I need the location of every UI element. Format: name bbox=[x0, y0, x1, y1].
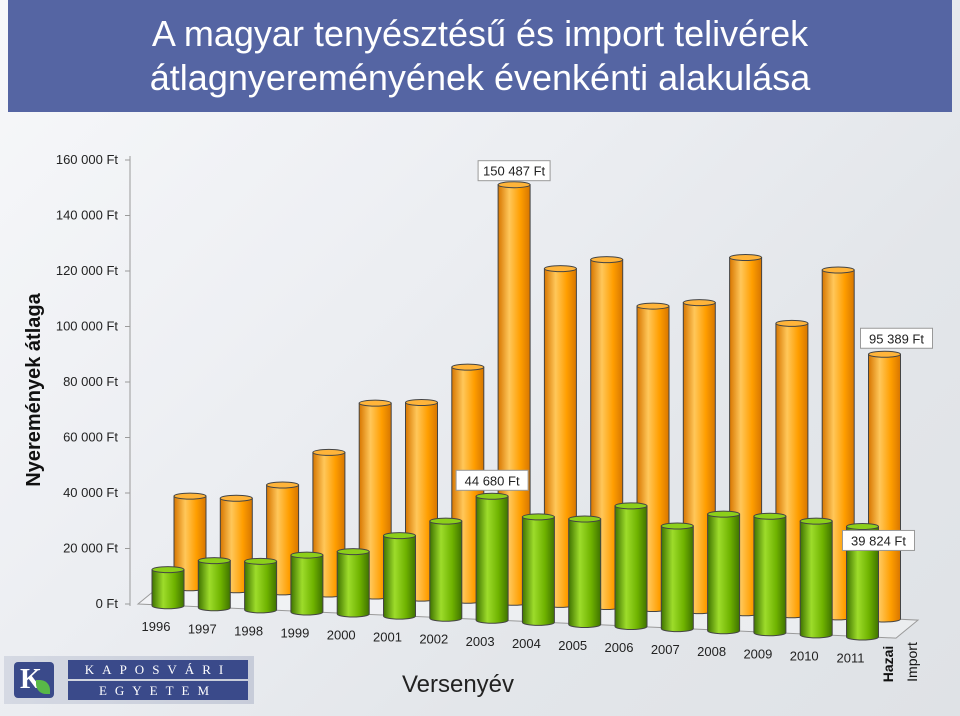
bars-layer bbox=[151, 181, 901, 641]
title-bar: A magyar tenyésztésű és import telivérek… bbox=[8, 0, 952, 112]
y-axis-title: Nyeremények átlaga bbox=[23, 292, 45, 486]
x-tick-label: 2004 bbox=[512, 636, 541, 651]
x-tick-label: 1999 bbox=[280, 625, 309, 640]
x-tick-label: 2001 bbox=[373, 630, 402, 645]
x-tick-label: 2005 bbox=[558, 638, 587, 653]
x-tick-label: 2006 bbox=[605, 640, 634, 655]
hazai-bar-2005 bbox=[568, 515, 602, 628]
data-label-hazai-2003: 44 680 Ft bbox=[455, 469, 529, 491]
y-tick-label: 40 000 Ft bbox=[63, 485, 118, 500]
x-tick-label: 2000 bbox=[327, 628, 356, 643]
data-label-hazai-2011: 39 824 Ft bbox=[842, 529, 915, 551]
hazai-bar-2001 bbox=[383, 532, 416, 620]
hazai-bar-2006 bbox=[614, 502, 648, 631]
chart-title-line-2: átlagnyereményének évenkénti alakulása bbox=[149, 57, 811, 98]
y-tick-label: 0 Ft bbox=[96, 596, 119, 611]
x-tick-label: 1996 bbox=[142, 619, 171, 634]
university-logo: K KAPOSVÁRI EGYETEM bbox=[4, 656, 254, 704]
hazai-bar-1997 bbox=[197, 557, 231, 612]
svg-text:44 680 Ft: 44 680 Ft bbox=[465, 473, 520, 488]
hazai-bar-2011 bbox=[846, 522, 879, 641]
logo-text-line-2: EGYETEM bbox=[68, 681, 248, 700]
hazai-bar-2004 bbox=[521, 513, 555, 626]
hazai-bar-2009 bbox=[753, 512, 787, 637]
x-tick-label: 2010 bbox=[790, 648, 819, 663]
x-tick-label: 2011 bbox=[837, 650, 865, 665]
y-tick-label: 160 000 Ft bbox=[56, 152, 119, 167]
y-tick-label: 20 000 Ft bbox=[63, 541, 118, 556]
svg-text:150 487 Ft: 150 487 Ft bbox=[483, 164, 546, 179]
x-tick-label: 2002 bbox=[419, 632, 448, 647]
hazai-bar-2000 bbox=[336, 548, 370, 618]
svg-text:95 389 Ft: 95 389 Ft bbox=[869, 331, 924, 346]
y-tick-label: 60 000 Ft bbox=[63, 430, 118, 445]
hazai-bar-1999 bbox=[290, 551, 324, 616]
labels-layer: 1996 1997 1998 1999 2000 2001 2002 2003 2004 2005… bbox=[23, 160, 933, 698]
hazai-bar-2002 bbox=[429, 517, 463, 622]
y-tick-label: 80 000 Ft bbox=[63, 374, 118, 389]
x-tick-label: 2003 bbox=[466, 634, 495, 649]
x-tick-label: 2009 bbox=[743, 646, 772, 661]
legend-import: Import bbox=[904, 642, 920, 682]
hazai-bar-2007 bbox=[660, 522, 694, 633]
hazai-bar-2008 bbox=[707, 510, 741, 635]
svg-text:39 824 Ft: 39 824 Ft bbox=[851, 533, 906, 548]
logo-mark-icon: K bbox=[14, 662, 54, 698]
legend-hazai: Hazai bbox=[880, 646, 896, 683]
hazai-bar-1998 bbox=[244, 557, 278, 614]
hazai-bar-2010 bbox=[799, 517, 833, 639]
x-tick-label: 2008 bbox=[697, 644, 726, 659]
x-tick-label: 1997 bbox=[188, 621, 217, 636]
y-tick-label: 100 000 Ft bbox=[56, 319, 119, 334]
hazai-bar-2003 bbox=[475, 492, 509, 624]
x-axis-title: Versenyév bbox=[402, 671, 514, 698]
y-tick-label: 120 000 Ft bbox=[56, 263, 119, 278]
hazai-bar-1996 bbox=[151, 566, 185, 610]
y-tick-label: 140 000 Ft bbox=[56, 208, 119, 223]
data-label-import-2003: 150 487 Ft bbox=[477, 160, 551, 182]
x-tick-label: 1998 bbox=[234, 623, 263, 638]
chart-title-line-1: A magyar tenyésztésű és import telivérek bbox=[151, 13, 809, 54]
data-label-import-2011: 95 389 Ft bbox=[860, 327, 933, 349]
x-tick-label: 2007 bbox=[651, 642, 680, 657]
logo-text-line-1: KAPOSVÁRI bbox=[68, 660, 248, 679]
